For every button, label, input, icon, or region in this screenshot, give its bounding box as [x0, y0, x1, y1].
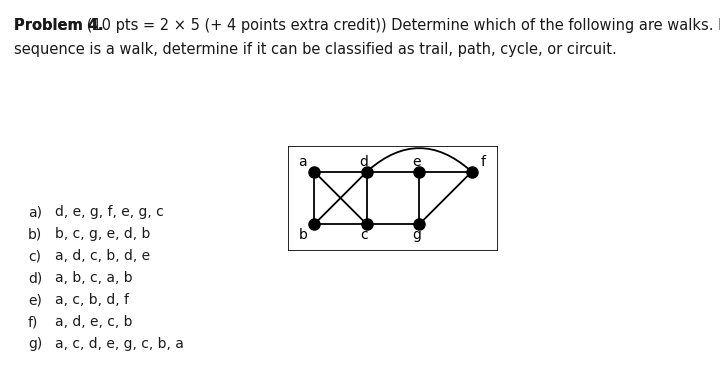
Text: b, c, g, e, d, b: b, c, g, e, d, b	[55, 227, 150, 241]
Text: g: g	[412, 228, 421, 242]
Text: e): e)	[28, 293, 42, 307]
Text: Problem 4. (10 pts = 2 × 5 (+ 4 points extra credit)) Determine which of the fol: Problem 4. (10 pts = 2 × 5 (+ 4 points e…	[14, 18, 720, 33]
Text: c: c	[360, 228, 368, 242]
Text: c): c)	[28, 249, 41, 263]
Text: f): f)	[28, 315, 38, 329]
Text: d, e, g, f, e, g, c: d, e, g, f, e, g, c	[55, 205, 163, 219]
Text: a, c, b, d, f: a, c, b, d, f	[55, 293, 129, 307]
Text: a, d, e, c, b: a, d, e, c, b	[55, 315, 132, 329]
Text: sequence is a walk, determine if it can be classified as trail, path, cycle, or : sequence is a walk, determine if it can …	[14, 42, 617, 57]
Text: Problem 4.: Problem 4.	[14, 18, 104, 33]
Text: a, c, d, e, g, c, b, a: a, c, d, e, g, c, b, a	[55, 337, 184, 351]
Text: e: e	[413, 155, 421, 169]
Text: a): a)	[28, 205, 42, 219]
Text: b): b)	[28, 227, 42, 241]
Text: b: b	[298, 228, 307, 242]
Text: g): g)	[28, 337, 42, 351]
Text: a: a	[298, 155, 307, 169]
FancyArrowPatch shape	[369, 148, 469, 170]
Text: d: d	[360, 155, 369, 169]
Text: a, b, c, a, b: a, b, c, a, b	[55, 271, 132, 285]
Text: d): d)	[28, 271, 42, 285]
Text: a, d, c, b, d, e: a, d, c, b, d, e	[55, 249, 150, 263]
Text: Problem 4.: Problem 4.	[14, 18, 104, 33]
Text: f: f	[481, 155, 486, 169]
Text: (10 pts = 2 × 5 (+ 4 points extra credit)) Determine which of the following are : (10 pts = 2 × 5 (+ 4 points extra credit…	[82, 18, 720, 33]
